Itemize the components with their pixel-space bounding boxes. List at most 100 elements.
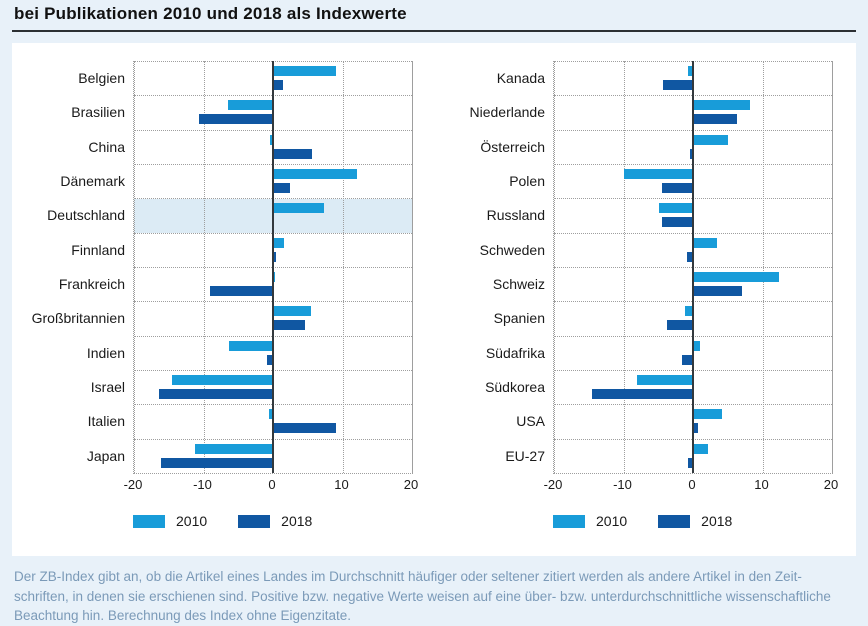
bar-2018 (273, 251, 276, 262)
bar-2010 (227, 100, 273, 111)
row-label: Israel (90, 379, 125, 395)
bar-2018 (688, 457, 693, 468)
page-title: bei Publikationen 2010 und 2018 als Inde… (14, 4, 407, 23)
bar-2010 (693, 409, 723, 420)
bar-2010 (688, 66, 693, 76)
legend: 2010 2018 (553, 513, 763, 529)
footnote-line: schriften, in denen sie erschienen sind.… (14, 588, 831, 604)
row-label: USA (516, 413, 545, 430)
bar-2018 (693, 423, 698, 434)
bar-2018 (663, 80, 693, 90)
zero-axis (692, 61, 694, 473)
x-tick-label: -10 (613, 477, 632, 492)
row-label: Schweiz (492, 276, 545, 292)
bar-2010 (693, 443, 709, 454)
bar-2018 (687, 251, 693, 262)
row-label: Brasilien (71, 104, 125, 121)
legend-item: 2018 (658, 513, 732, 529)
legend: 2010 2018 (133, 513, 343, 529)
bar-2018 (693, 114, 737, 125)
bar-2010 (268, 409, 273, 420)
bar-2010 (273, 237, 285, 248)
bar-2018 (273, 148, 312, 159)
row-label: Südkorea (485, 379, 545, 395)
x-tick-label: 20 (823, 477, 839, 492)
title-underline (12, 30, 856, 32)
legend-item: 2010 (133, 513, 207, 529)
x-axis-ticks: -20 -10 0 10 20 (544, 477, 839, 493)
bar-2010 (685, 306, 693, 317)
row-label: Niederlande (469, 104, 546, 121)
row-label: Südafrika (485, 344, 545, 361)
x-tick-label: 0 (688, 477, 696, 492)
row-label: Japan (86, 447, 125, 464)
x-tick-label: 0 (268, 477, 276, 492)
x-tick-label: 20 (403, 477, 419, 492)
zero-axis (272, 61, 274, 473)
bar-2010 (658, 203, 693, 214)
bar-2010 (693, 100, 750, 111)
row-label: Finnland (71, 241, 125, 258)
gridline (623, 61, 625, 473)
row-label: Großbritannien (31, 310, 125, 327)
bar-2018 (690, 148, 693, 159)
row-label: Schweden (479, 241, 545, 258)
legend-item: 2018 (238, 513, 312, 529)
legend-swatch-2018 (658, 514, 691, 528)
legend-item: 2010 (553, 513, 627, 529)
bar-2018 (273, 320, 305, 331)
row-label: Österreich (480, 138, 545, 155)
bar-2010 (171, 375, 273, 385)
bar-2010 (693, 134, 728, 145)
chart-right: Kanada Niederlande Österreich Polen Russland… (432, 43, 854, 556)
bar-2018 (273, 80, 284, 90)
bar-2018 (273, 183, 290, 193)
gridline (554, 61, 555, 473)
legend-label: 2010 (596, 513, 628, 529)
bar-2010 (693, 237, 718, 248)
legend-label: 2010 (176, 513, 208, 529)
x-tick-label: 10 (334, 477, 349, 492)
bar-2018 (161, 457, 273, 468)
gridline (203, 61, 205, 473)
footnote-line: Beachtung hin. Berechnung des Index ohne… (14, 608, 351, 624)
legend-swatch-2018 (238, 514, 271, 528)
row-label: Kanada (496, 70, 545, 86)
bar-2018 (273, 423, 337, 434)
bar-2010 (195, 443, 273, 454)
category-labels: Kanada Niederlande Österreich Polen Russland… (432, 61, 546, 473)
bar-2010 (273, 306, 312, 317)
legend-swatch-2010 (553, 514, 585, 528)
bar-2010 (273, 203, 324, 214)
bar-2010 (637, 375, 693, 385)
bar-2010 (693, 272, 780, 282)
legend-label: 2018 (701, 513, 733, 529)
gridline (832, 61, 833, 473)
bar-2018 (667, 320, 693, 331)
bar-2018 (159, 389, 273, 399)
x-tick-label: -20 (543, 477, 563, 492)
row-label: Deutschland (47, 207, 125, 224)
bar-2010 (693, 340, 700, 351)
bar-2010 (273, 272, 276, 282)
bar-2018 (693, 286, 742, 296)
bar-2018 (267, 354, 273, 365)
legend-swatch-2010 (133, 514, 165, 528)
x-tick-label: -20 (123, 477, 143, 492)
row-label: Belgien (78, 70, 125, 86)
bar-2010 (273, 66, 336, 76)
x-tick-label: 10 (754, 477, 769, 492)
row-label: Italien (87, 413, 125, 430)
bar-2010 (229, 340, 273, 351)
bar-2018 (210, 286, 273, 296)
row-label: Dänemark (60, 173, 125, 189)
bar-2010 (269, 134, 273, 145)
chart-panel: Belgien Brasilien China Dänemark Deutschland… (12, 43, 856, 556)
row-label: EU-27 (505, 447, 545, 464)
bar-2018 (591, 389, 693, 399)
row-label: Russland (486, 207, 545, 224)
bar-2018 (661, 217, 693, 228)
row-label: Polen (509, 173, 545, 189)
row-label: Indien (86, 344, 125, 361)
